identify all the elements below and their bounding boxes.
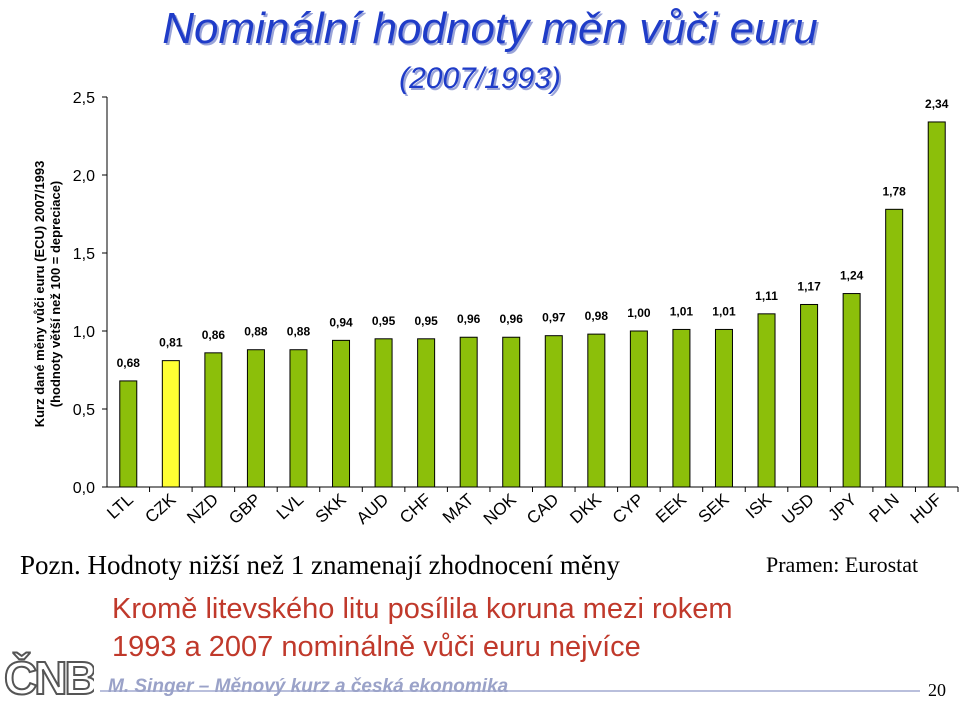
value-label: 0,98 [585,309,609,323]
value-label: 0,88 [287,325,311,339]
bar [544,335,563,488]
value-label: 1,00 [627,306,651,320]
y-tick-label: 2,5 [73,90,95,107]
x-tick-label: CHF [396,490,435,528]
bar [204,352,223,488]
value-label: 0,97 [542,311,566,325]
page-number: 20 [928,680,946,700]
note-text: Pozn. Hodnoty nižší než 1 znamenají zhod… [20,550,620,580]
value-label: 0,68 [117,356,141,370]
value-label: 1,17 [797,279,821,293]
value-label: 2,34 [925,97,949,111]
y-tick-label: 1,5 [73,246,95,263]
value-label: 0,86 [202,328,226,342]
value-label: 0,95 [372,314,396,328]
y-tick-label: 1,0 [73,324,95,341]
x-tick-label: GBP [225,490,264,528]
x-tick-label: AUD [353,490,392,528]
x-tick-label: CZK [142,489,180,526]
value-label: 1,24 [840,269,864,283]
bar [927,121,946,488]
bar [459,336,478,488]
y-axis-label: Kurz dané měny vůči euru (ECU) 2007/1993… [32,161,63,428]
y-axis-label-line2: (hodnoty větší než 100 = depreciace) [48,181,63,408]
value-label: 0,96 [457,312,481,326]
highlight-text: Kromě litevského litu posílila koruna me… [112,590,733,666]
bar [332,339,351,488]
chart-title: Nominální hodnoty měn vůči euru [162,4,818,53]
y-axis-label-line1: Kurz dané měny vůči euru (ECU) 2007/1993 [32,161,47,428]
bar [672,328,691,488]
x-tick-label: DKK [566,489,605,527]
value-label: 1,01 [712,304,736,318]
highlight-line-2: 1993 a 2007 nominálně vůči euru nejvíce [112,631,641,663]
x-tick-label: HUF [907,490,946,528]
value-label: 0,94 [329,315,353,329]
bar [800,303,819,488]
value-label: 1,11 [755,289,778,303]
x-tick-label: CAD [523,490,562,528]
x-tick-label: LVL [273,490,307,524]
highlight-line-1: Kromě litevského litu posílila koruna me… [112,593,733,625]
bar [161,360,180,488]
bar [885,208,904,488]
bar [289,349,308,488]
value-label: 0,96 [500,312,524,326]
x-tick-label: MAT [439,490,477,527]
x-tick-label: ISK [742,489,776,522]
x-tick-label: NZD [183,490,222,528]
x-tick-label: USD [778,490,817,528]
footer-text: M. Singer – Měnový kurz a česká ekonomik… [108,676,509,697]
value-label: 1,01 [670,304,694,318]
value-label: 0,88 [244,325,268,339]
bar [842,293,861,488]
bar-chart: 0,0 0,5 1,0 1,5 2,0 2,5 0,68 LTL 0,81 CZK 0,86 NZD 0… [73,90,959,529]
bar [757,313,776,488]
source-text: Pramen: Eurostat [766,552,919,577]
x-tick-label: EEK [652,489,690,526]
y-tick-label: 2,0 [73,168,95,185]
bar [119,380,138,488]
chart-subtitle: (2007/1993) [399,62,561,95]
y-tick-label: 0,5 [73,402,95,419]
bar [246,349,265,488]
x-tick-label: SEK [695,489,733,526]
bar [714,328,733,488]
footer-divider [100,690,920,692]
x-tick-label: LTL [103,490,137,523]
value-label: 1,78 [882,184,906,198]
x-tick-label: PLN [866,490,903,526]
value-label: 0,95 [414,314,438,328]
value-label: 0,81 [159,336,183,350]
bar [417,338,436,488]
x-tick-label: CYP [609,490,648,528]
bar [374,338,393,488]
x-tick-label: NOK [480,489,521,528]
bar [629,330,648,488]
x-tick-label: SKK [312,489,350,526]
bar [502,336,521,488]
logo-text: ČNB [4,652,94,698]
cnb-logo: ČNB [4,651,94,698]
bar [587,333,606,488]
x-tick-label: JPY [824,490,860,525]
y-tick-label: 0,0 [73,480,95,497]
